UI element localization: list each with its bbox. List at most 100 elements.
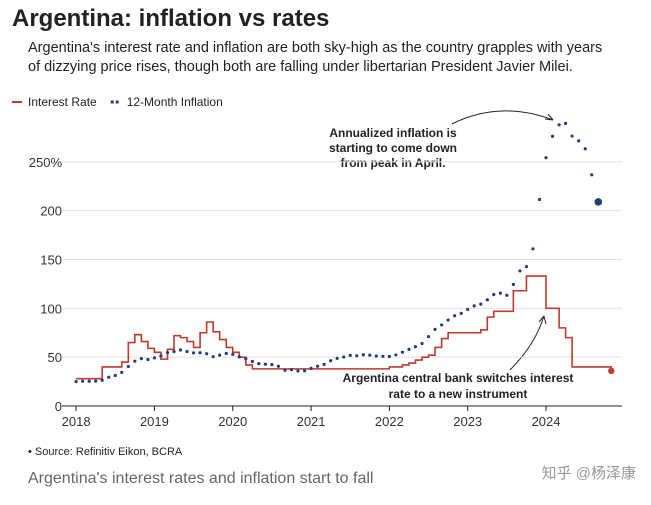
x-tick-label: 2021: [297, 414, 326, 429]
inflation-dot: [309, 366, 313, 370]
inflation-dot: [440, 323, 444, 327]
inflation-dot: [244, 357, 248, 361]
y-tick-label: 0: [55, 399, 62, 414]
inflation-dot: [257, 362, 261, 366]
inflation-dot: [172, 349, 176, 354]
inflation-dot: [544, 156, 548, 160]
arrow-head: [544, 113, 554, 121]
inflation-dot: [446, 318, 450, 322]
x-tick-label: 2022: [375, 414, 404, 429]
watermark: 知乎 @杨泽康: [542, 465, 636, 482]
inflation-dot: [231, 352, 235, 356]
inflation-dot: [433, 327, 437, 331]
annotation: from peak in April.: [341, 156, 446, 170]
x-tick-label: 2024: [532, 414, 561, 429]
y-tick-label: 150: [40, 253, 62, 268]
inflation-dot: [466, 307, 470, 312]
subtitle: of dizzying price rises, though both are…: [28, 59, 573, 75]
inflation-dot: [537, 197, 542, 202]
inflation-dot: [276, 364, 281, 368]
subtitle: Argentina's interest rate and inflation …: [28, 40, 602, 56]
inflation-dot: [524, 265, 529, 269]
arrow-head: [538, 315, 547, 325]
inflation-dot: [583, 147, 587, 151]
inflation-dot: [133, 359, 137, 363]
annotation: rate to a new instrument: [389, 387, 528, 401]
inflation-dot: [426, 335, 431, 339]
inflation-dot: [413, 345, 418, 349]
inflation-dot: [557, 123, 561, 127]
inflation-dot: [146, 357, 150, 362]
inflation-dot: [289, 368, 294, 372]
inflation-dot: [152, 356, 157, 360]
inflation-dot: [159, 354, 163, 358]
arrow: [509, 315, 545, 371]
inflation-dot: [120, 370, 124, 375]
inflation-dot: [263, 362, 268, 366]
inflation-dot: [420, 341, 424, 346]
inflation-dot: [107, 375, 111, 379]
inflation-dot: [594, 198, 603, 206]
annotation: starting to come down: [329, 141, 457, 155]
inflation-dot: [394, 353, 398, 357]
inflation-dot: [94, 379, 98, 383]
inflation-dot: [498, 291, 502, 295]
x-tick-label: 2019: [140, 414, 169, 429]
legend-label: 12-Month Inflation: [127, 95, 223, 109]
end-dot: [608, 367, 615, 375]
x-tick-label: 2020: [218, 414, 247, 429]
annotation: Annualized inflation is: [329, 126, 457, 140]
inflation-dot: [485, 298, 489, 302]
inflation-dot: [224, 351, 228, 356]
x-tick-label: 2018: [62, 414, 91, 429]
y-tick-label: 200: [40, 204, 62, 219]
inflation-dot: [564, 121, 568, 125]
inflation-dot: [531, 247, 535, 251]
inflation-dot: [570, 134, 574, 138]
inflation-dot: [479, 302, 483, 306]
y-tick-label: 250%: [29, 155, 63, 170]
chart-title: Argentina: inflation vs rates: [12, 5, 329, 32]
inflation-dot: [165, 350, 170, 355]
inflation-dot: [453, 314, 457, 318]
inflation-dot: [400, 350, 405, 354]
inflation-dot: [80, 379, 85, 383]
inflation-dot: [198, 351, 202, 355]
inflation-dot: [381, 354, 385, 358]
inflation-dot: [211, 355, 215, 359]
inflation-dot: [368, 353, 372, 357]
inflation-dot: [270, 362, 274, 367]
inflation-dot: [139, 357, 143, 361]
inflation-dot: [315, 364, 320, 368]
inflation-dot: [283, 368, 287, 372]
inflation-dot: [355, 354, 359, 358]
inflation-dot: [472, 304, 476, 308]
inflation-dot: [250, 359, 254, 364]
inflation-dot: [407, 347, 411, 351]
inflation-dot: [185, 349, 189, 354]
inflation-dot: [87, 379, 91, 383]
inflation-dot: [302, 369, 307, 373]
inflation-dot: [335, 356, 339, 360]
inflation-dot: [342, 355, 346, 359]
inflation-dot: [126, 364, 130, 369]
inflation-dot: [459, 311, 463, 316]
inflation-dot: [100, 378, 104, 382]
inflation-dot: [361, 353, 365, 357]
inflation-dot: [178, 348, 183, 352]
legend-label: Interest Rate: [28, 95, 97, 109]
inflation-dot: [348, 353, 352, 358]
inflation-dot: [577, 139, 581, 143]
inflation-dot: [329, 359, 333, 363]
inflation-dot: [296, 369, 300, 373]
inflation-dot: [374, 354, 378, 358]
inflation-dot: [518, 269, 522, 273]
x-tick-label: 2023: [453, 414, 482, 429]
inflation-dot: [387, 354, 391, 359]
inflation-dot: [218, 353, 222, 357]
caption: Argentina's interest rates and inflation…: [28, 470, 373, 487]
inflation-dot: [511, 282, 515, 287]
inflation-dot: [113, 373, 117, 378]
